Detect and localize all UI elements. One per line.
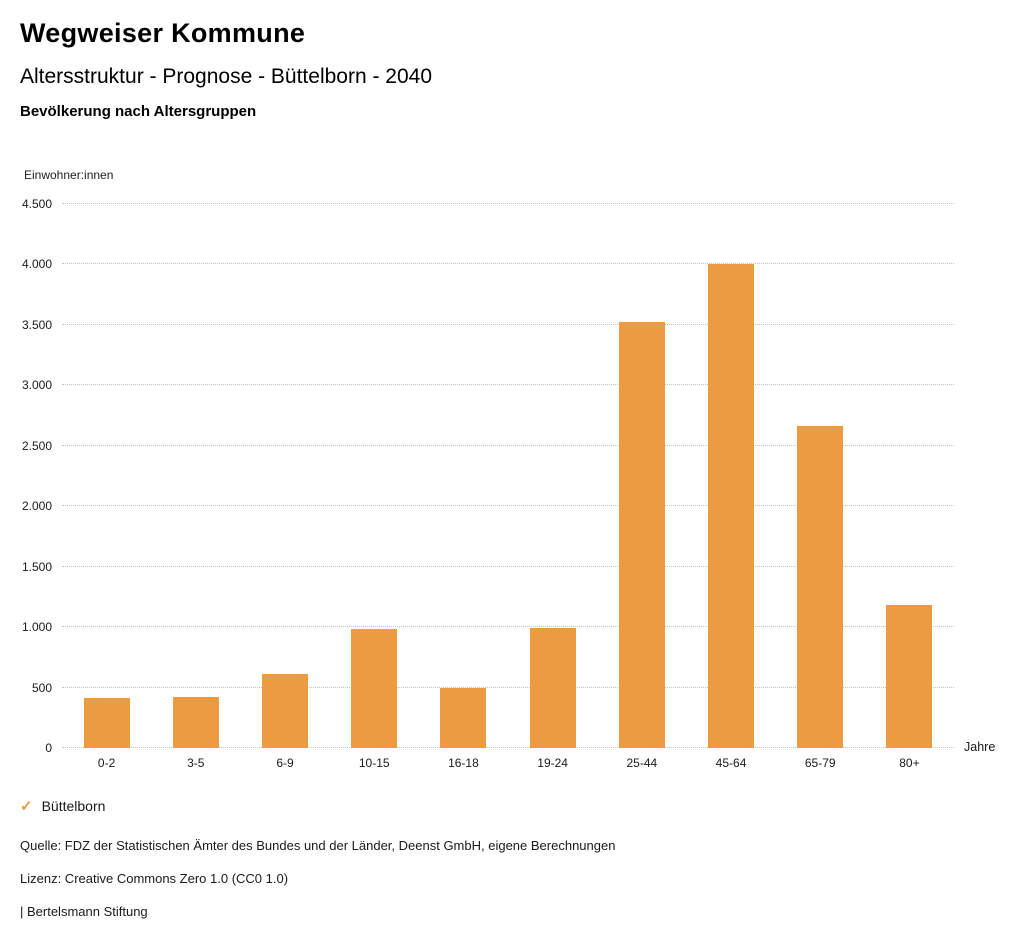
- gridline: [62, 323, 954, 325]
- y-axis-tick-label: 0: [45, 741, 52, 755]
- bar-65-79[interactable]: [797, 426, 844, 748]
- y-axis-tick-label: 2.500: [21, 438, 52, 453]
- gridline: [62, 263, 954, 265]
- x-axis-labels: 0-2 3-5 6-9 10-15 16-18 19-24 25-44 45-64 65-79 8…: [62, 756, 954, 770]
- bar-80+[interactable]: [886, 605, 933, 748]
- legend-label: Büttelborn: [41, 798, 106, 814]
- bar-16-18[interactable]: [440, 688, 487, 748]
- y-axis-tick-label: 1.500: [21, 559, 52, 574]
- bar-column: [330, 204, 419, 748]
- bar-column: [686, 204, 775, 748]
- y-axis-tick-label: 4.500: [21, 197, 52, 211]
- gridline: [62, 505, 954, 507]
- x-axis-title: Jahre: [964, 740, 996, 754]
- gridline: [62, 444, 954, 446]
- bar-column: [151, 204, 240, 748]
- bar-column: [62, 204, 151, 748]
- attribution-text: | Bertelsmann Stiftung: [20, 904, 148, 919]
- bar-column: [597, 204, 686, 748]
- x-axis-label: 65-79: [804, 756, 836, 770]
- gridline: [62, 384, 954, 386]
- check-icon: ✓: [20, 797, 33, 815]
- y-axis-tick-label: 500: [31, 680, 52, 695]
- y-axis-tick-label: 1.000: [21, 620, 52, 635]
- legend[interactable]: ✓ Büttelborn: [20, 798, 1024, 814]
- page-title: Wegweiser Kommune: [20, 18, 306, 48]
- bar-column: [419, 204, 508, 748]
- bar-column: [508, 204, 597, 748]
- bars-container: [62, 204, 954, 748]
- x-axis-label: 16-18: [448, 756, 479, 770]
- x-axis-label: 80+: [899, 756, 920, 770]
- y-axis-tick-label: 4.000: [21, 257, 52, 272]
- x-axis-label: 45-64: [715, 756, 747, 770]
- chart-subtitle: Altersstruktur - Prognose - Büttelborn -…: [20, 65, 433, 88]
- license-text: Lizenz: Creative Commons Zero 1.0 (CC0 1…: [20, 871, 289, 886]
- x-axis-label: 6-9: [276, 756, 294, 770]
- chart-heading: Bevölkerung nach Altersgruppen: [20, 103, 257, 120]
- gridline: [62, 203, 954, 204]
- bar-45-64[interactable]: [708, 264, 755, 748]
- bar-chart: Jahre 0 500 1.000 1.500 2.000 2.500 3.000 3.500…: [22, 197, 995, 755]
- x-axis-label: 10-15: [358, 756, 390, 770]
- bar-6-9[interactable]: [262, 673, 308, 748]
- y-axis-tick-label: 3.000: [21, 378, 52, 393]
- bar-column: [240, 204, 329, 748]
- y-axis-tick-label: 3.500: [21, 317, 52, 332]
- x-axis-label: 3-5: [187, 756, 205, 770]
- bar-10-15[interactable]: [351, 628, 398, 748]
- bar-25-44[interactable]: [618, 321, 665, 748]
- bar-column: [865, 204, 954, 748]
- x-axis-label: 25-44: [626, 756, 658, 770]
- gridline: [62, 747, 954, 748]
- gridline: [62, 686, 954, 688]
- bar-19-24[interactable]: [529, 627, 576, 748]
- y-axis-tick-label: 2.000: [21, 499, 52, 514]
- x-axis-label: 19-24: [537, 756, 568, 770]
- y-axis-title: Einwohner:innen: [24, 168, 114, 182]
- footer: Quelle: FDZ der Statistischen Ämter des …: [20, 838, 1004, 919]
- bar-0-2[interactable]: [83, 697, 130, 748]
- bar-column: [776, 204, 865, 748]
- gridline: [62, 565, 954, 567]
- gridline: [62, 626, 954, 628]
- page-header: Wegweiser Kommune Altersstruktur - Progn…: [0, 0, 1024, 120]
- x-axis-label: 0-2: [97, 756, 116, 770]
- bar-3-5[interactable]: [172, 697, 219, 748]
- source-text: Quelle: FDZ der Statistischen Ämter des …: [20, 838, 616, 853]
